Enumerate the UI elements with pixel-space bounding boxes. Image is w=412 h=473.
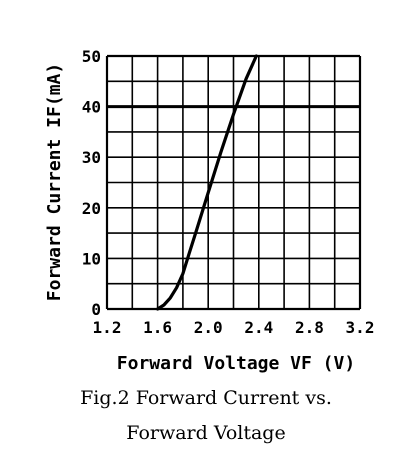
x-tick-label: 3.2 — [346, 318, 375, 337]
x-axis-label: Forward Voltage VF (V) — [117, 353, 355, 374]
y-tick-label: 0 — [91, 300, 101, 319]
x-tick-label: 2.4 — [244, 318, 273, 337]
y-tick-label: 20 — [82, 199, 101, 218]
y-tick-label: 50 — [82, 47, 101, 66]
x-tick-labels: 1.2 1.6 2.0 2.4 2.8 3.2 — [93, 318, 375, 337]
grid — [105, 54, 362, 311]
figure-caption-line-2: Forward Voltage — [126, 422, 286, 444]
x-tick-label: 2.8 — [295, 318, 324, 337]
x-tick-label: 1.2 — [93, 318, 122, 337]
iv-curve — [156, 54, 258, 311]
figure-caption-line-1: Fig.2 Forward Current vs. — [80, 387, 332, 409]
y-tick-label: 40 — [82, 98, 101, 117]
x-tick-label: 1.6 — [143, 318, 172, 337]
y-tick-labels: 0 10 20 30 40 50 — [82, 47, 101, 319]
y-tick-label: 30 — [82, 148, 101, 167]
y-axis-label: Forward Current IF(mA) — [44, 63, 65, 301]
y-tick-label: 10 — [82, 249, 101, 268]
x-tick-label: 2.0 — [194, 318, 223, 337]
